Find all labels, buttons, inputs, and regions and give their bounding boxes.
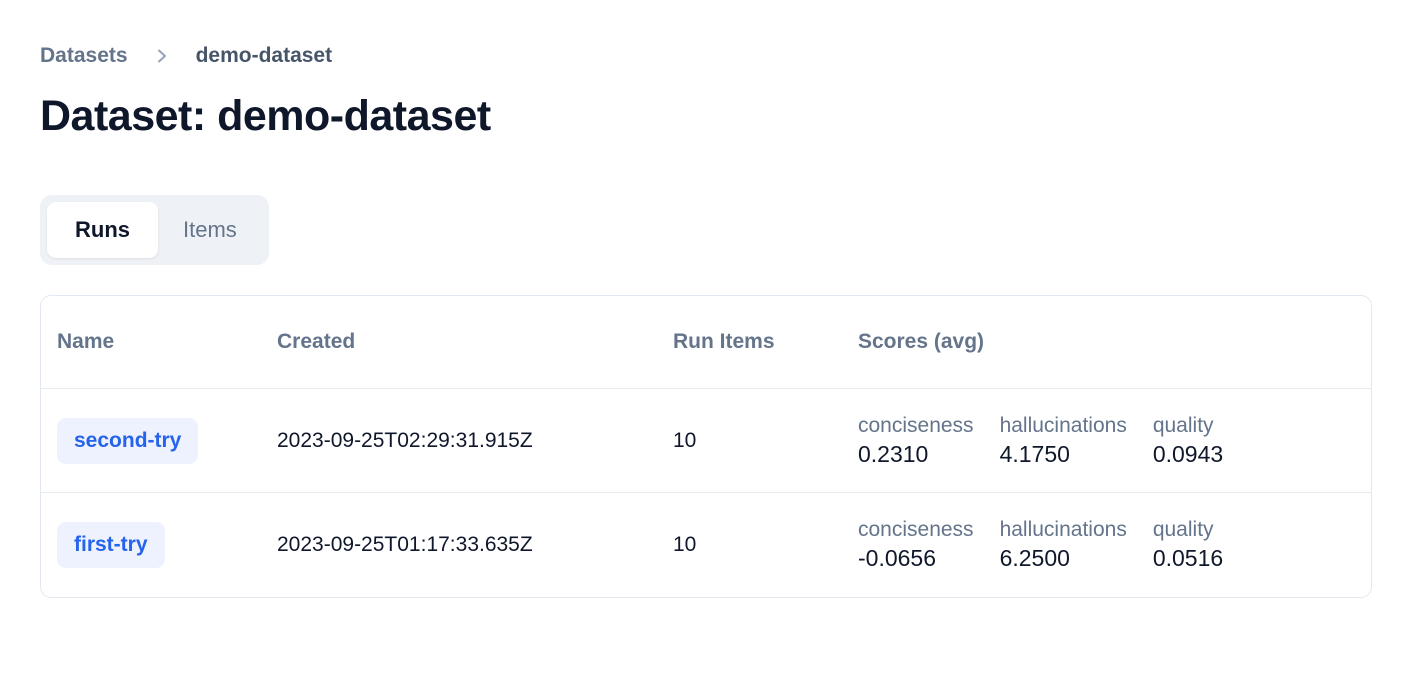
column-header-run-items: Run Items xyxy=(673,330,775,353)
score-conciseness: conciseness 0.2310 xyxy=(858,414,974,468)
chevron-right-icon xyxy=(154,48,170,64)
breadcrumb-current: demo-dataset xyxy=(195,44,333,67)
score-conciseness: conciseness -0.0656 xyxy=(858,518,974,572)
page-title: Dataset: demo-dataset xyxy=(40,92,491,140)
run-items-cell: 10 xyxy=(673,428,697,452)
score-hallucinations: hallucinations 6.2500 xyxy=(1000,518,1127,572)
tab-items[interactable]: Items xyxy=(158,202,262,258)
score-hallucinations: hallucinations 4.1750 xyxy=(1000,414,1127,468)
table-row: first-try 2023-09-25T01:17:33.635Z 10 co… xyxy=(41,493,1371,597)
score-label: conciseness xyxy=(858,518,974,541)
run-items-cell: 10 xyxy=(673,533,697,556)
table-header-row: Name Created Run Items Scores (avg) xyxy=(41,296,1371,389)
run-link[interactable]: second-try xyxy=(57,417,199,464)
runs-table: Name Created Run Items Scores (avg) seco… xyxy=(40,295,1372,598)
breadcrumb: Datasets demo-dataset xyxy=(40,44,1372,68)
score-value: 0.0943 xyxy=(1152,440,1224,467)
tab-runs[interactable]: Runs xyxy=(47,202,158,258)
score-label: quality xyxy=(1152,518,1214,541)
breadcrumb-datasets-link[interactable]: Datasets xyxy=(40,44,128,67)
run-link[interactable]: first-try xyxy=(57,522,165,568)
score-value: 0.0516 xyxy=(1152,545,1224,571)
scores-cell: conciseness 0.2310 hallucinations 4.1750… xyxy=(842,414,1371,468)
column-header-created: Created xyxy=(277,330,356,353)
run-name-cell: first-try xyxy=(41,522,261,568)
score-label: conciseness xyxy=(858,413,974,437)
dataset-page: Datasets demo-dataset Dataset: demo-data… xyxy=(40,44,1372,598)
score-quality: quality 0.0943 xyxy=(1153,414,1223,468)
score-value: 4.1750 xyxy=(999,440,1070,467)
column-header-scores: Scores (avg) xyxy=(858,330,985,353)
created-cell: 2023-09-25T01:17:33.635Z xyxy=(277,533,533,556)
score-quality: quality 0.0516 xyxy=(1153,518,1223,572)
tab-group: Runs Items xyxy=(40,195,269,265)
score-label: hallucinations xyxy=(999,413,1127,437)
created-cell: 2023-09-25T02:29:31.915Z xyxy=(277,428,533,452)
scores-cell: conciseness -0.0656 hallucinations 6.250… xyxy=(842,518,1371,572)
score-label: hallucinations xyxy=(999,518,1127,541)
score-value: 6.2500 xyxy=(999,545,1070,571)
run-name-cell: second-try xyxy=(41,417,261,464)
score-value: 0.2310 xyxy=(858,440,929,467)
score-value: -0.0656 xyxy=(858,545,937,571)
score-label: quality xyxy=(1152,413,1214,437)
table-row: second-try 2023-09-25T02:29:31.915Z 10 c… xyxy=(41,389,1371,493)
column-header-name: Name xyxy=(57,330,115,353)
